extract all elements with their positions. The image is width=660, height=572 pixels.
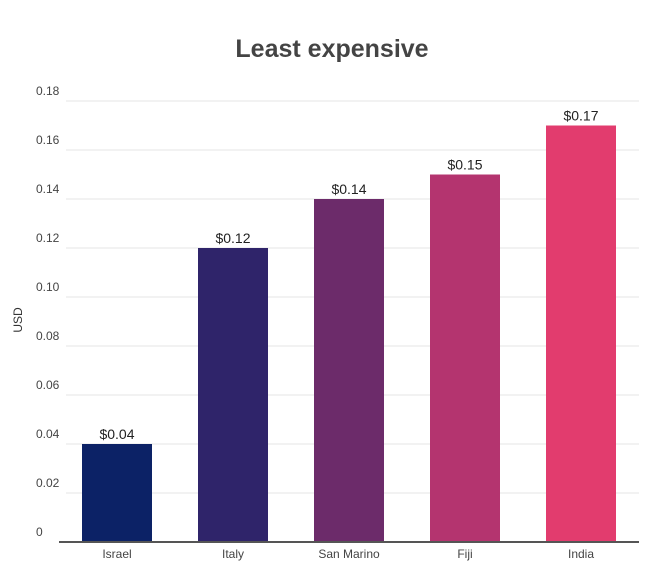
x-tick-label: Israel <box>102 547 131 561</box>
y-tick-label: 0.16 <box>36 133 60 147</box>
data-label: $0.17 <box>563 108 598 124</box>
x-tick-label: San Marino <box>318 547 380 561</box>
y-tick-label: 0.18 <box>36 84 60 98</box>
x-tick-label: Italy <box>222 547 244 561</box>
bar-san-marino <box>314 199 384 542</box>
x-tick-label: Fiji <box>457 547 472 561</box>
y-axis-label: USD <box>11 307 25 333</box>
bar-italy <box>198 248 268 542</box>
x-tick-label: India <box>568 547 594 561</box>
data-label: $0.04 <box>99 426 134 442</box>
bar-india <box>546 125 616 542</box>
chart-title: Least expensive <box>235 35 428 63</box>
y-tick-label: 0.02 <box>36 476 60 490</box>
y-tick-label: 0.06 <box>36 378 60 392</box>
data-label: $0.15 <box>447 157 482 173</box>
y-tick-label: 0.12 <box>36 231 60 245</box>
y-tick-label: 0.10 <box>36 280 60 294</box>
y-tick-label: 0.14 <box>36 182 60 196</box>
y-tick-label: 0 <box>36 525 43 539</box>
y-tick-label: 0.04 <box>36 427 60 441</box>
bar-fiji <box>430 174 500 542</box>
data-label: $0.12 <box>215 230 250 246</box>
bar-israel <box>82 444 152 542</box>
y-tick-label: 0.08 <box>36 329 60 343</box>
data-label: $0.14 <box>331 181 366 197</box>
